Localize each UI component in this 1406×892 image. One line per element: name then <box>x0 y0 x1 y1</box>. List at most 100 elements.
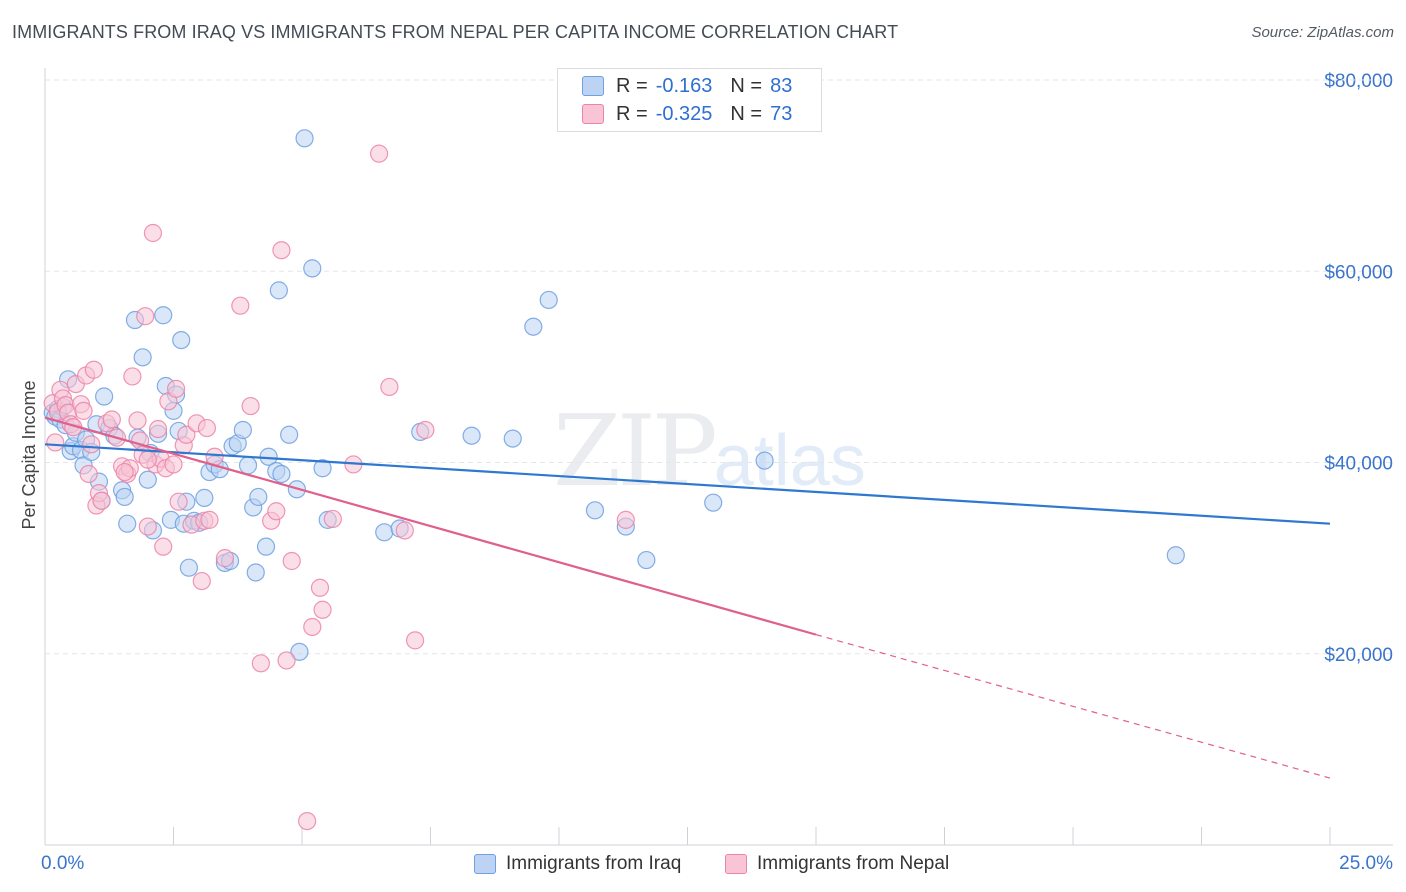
iraq-point <box>503 429 522 448</box>
iraq-r-value: -0.163 <box>655 74 713 97</box>
nepal-point <box>84 360 103 379</box>
nepal-r-label: R = <box>616 102 648 125</box>
nepal-point <box>323 509 342 529</box>
nepal-point <box>272 241 291 260</box>
nepal-point <box>115 462 134 482</box>
nepal-point <box>405 631 425 650</box>
iraq-point <box>256 537 276 556</box>
source-label: Source: ZipAtlas.com <box>1251 24 1394 41</box>
nepal-point <box>136 307 155 326</box>
nepal-point <box>102 410 121 429</box>
legend-row-iraq: R = -0.163 N = 83 <box>582 72 792 100</box>
nepal-point <box>138 517 157 536</box>
iraq-point <box>280 425 299 444</box>
nepal-point <box>215 549 234 568</box>
iraq-point <box>313 459 332 478</box>
nepal-point <box>148 419 168 439</box>
iraq-swatch <box>582 76 604 96</box>
iraq-point <box>295 129 314 148</box>
iraq-point <box>539 290 558 310</box>
nepal-point <box>177 425 196 444</box>
iraq-point <box>238 456 258 475</box>
nepal-point <box>192 571 211 591</box>
nepal-trend-line <box>44 416 817 636</box>
iraq-point <box>233 420 252 440</box>
iraq-point <box>246 563 265 582</box>
nepal-point <box>169 492 188 511</box>
iraq-point <box>154 306 173 325</box>
iraq-point <box>704 493 723 512</box>
x-tick-label-max: 25.0% <box>1339 853 1393 874</box>
nepal-n-value: 73 <box>770 102 793 125</box>
iraq-point <box>95 387 114 406</box>
nepal-point <box>370 144 389 163</box>
nepal-point <box>200 510 219 529</box>
iraq-point <box>179 558 199 577</box>
chart-title: IMMIGRANTS FROM IRAQ VS IMMIGRANTS FROM … <box>12 22 899 42</box>
watermark: ZIPatlas <box>553 395 866 509</box>
y-tick-label: $20,000 <box>1324 645 1393 666</box>
x-tick-label-min: 0.0% <box>41 853 84 874</box>
nepal-point <box>310 578 330 597</box>
nepal-trend-extension <box>815 634 1331 779</box>
bottom-nepal-label: Immigrants from Nepal <box>757 853 950 874</box>
nepal-point <box>298 811 317 831</box>
iraq-point <box>269 281 288 300</box>
nepal-point <box>128 411 147 430</box>
y-tick-label: $80,000 <box>1324 71 1393 92</box>
iraq-point <box>290 642 309 661</box>
y-axis-label: Per Capita Income <box>19 380 39 529</box>
nepal-r-value: -0.325 <box>655 102 713 125</box>
iraq-n-value: 83 <box>770 74 793 97</box>
nepal-n-label: N = <box>730 102 763 125</box>
nepal-point <box>74 401 93 420</box>
iraq-point <box>118 514 137 533</box>
nepal-point <box>313 600 332 619</box>
nepal-point <box>282 551 301 571</box>
iraq-point <box>249 487 268 507</box>
nepal-point <box>138 450 157 469</box>
nepal-point <box>79 464 98 484</box>
bottom-iraq-swatch <box>474 854 496 874</box>
iraq-point <box>637 550 656 570</box>
iraq-r-label: R = <box>616 74 648 97</box>
y-tick-label: $40,000 <box>1324 454 1393 475</box>
iraq-point <box>375 523 394 542</box>
iraq-point <box>1166 546 1185 565</box>
iraq-point <box>133 348 152 367</box>
nepal-point <box>92 491 111 510</box>
y-tick-label: $60,000 <box>1324 262 1393 283</box>
bottom-iraq-label: Immigrants from Iraq <box>506 853 682 874</box>
bottom-nepal-swatch <box>725 854 747 874</box>
nepal-point <box>46 433 65 452</box>
iraq-point <box>272 464 291 484</box>
iraq-point <box>172 331 191 350</box>
nepal-point <box>303 617 322 637</box>
nepal-point <box>251 654 270 673</box>
nepal-point <box>380 377 399 397</box>
correlation-legend: R = -0.163 N = 83 R = -0.325 N = 73 <box>557 68 822 132</box>
nepal-point <box>267 502 286 521</box>
iraq-point <box>462 426 481 445</box>
nepal-point <box>166 379 186 398</box>
nepal-point <box>154 537 173 556</box>
iraq-n-label: N = <box>730 74 763 97</box>
legend-row-nepal: R = -0.325 N = 73 <box>582 100 792 128</box>
nepal-point <box>164 455 183 474</box>
iraq-point <box>755 451 774 470</box>
nepal-point <box>616 510 635 529</box>
nepal-swatch <box>582 104 604 124</box>
bottom-legend-nepal: Immigrants from Nepal <box>725 851 949 877</box>
nepal-point <box>416 420 435 440</box>
nepal-point <box>82 435 101 454</box>
bottom-legend-iraq: Immigrants from Iraq <box>474 851 681 877</box>
nepal-point <box>277 651 296 670</box>
nepal-point <box>395 521 414 540</box>
iraq-point <box>585 501 605 520</box>
nepal-point <box>197 418 217 438</box>
iraq-point <box>115 487 134 507</box>
watermark-main: ZIP <box>553 395 718 509</box>
nepal-point <box>231 296 250 315</box>
iraq-point <box>195 488 214 507</box>
